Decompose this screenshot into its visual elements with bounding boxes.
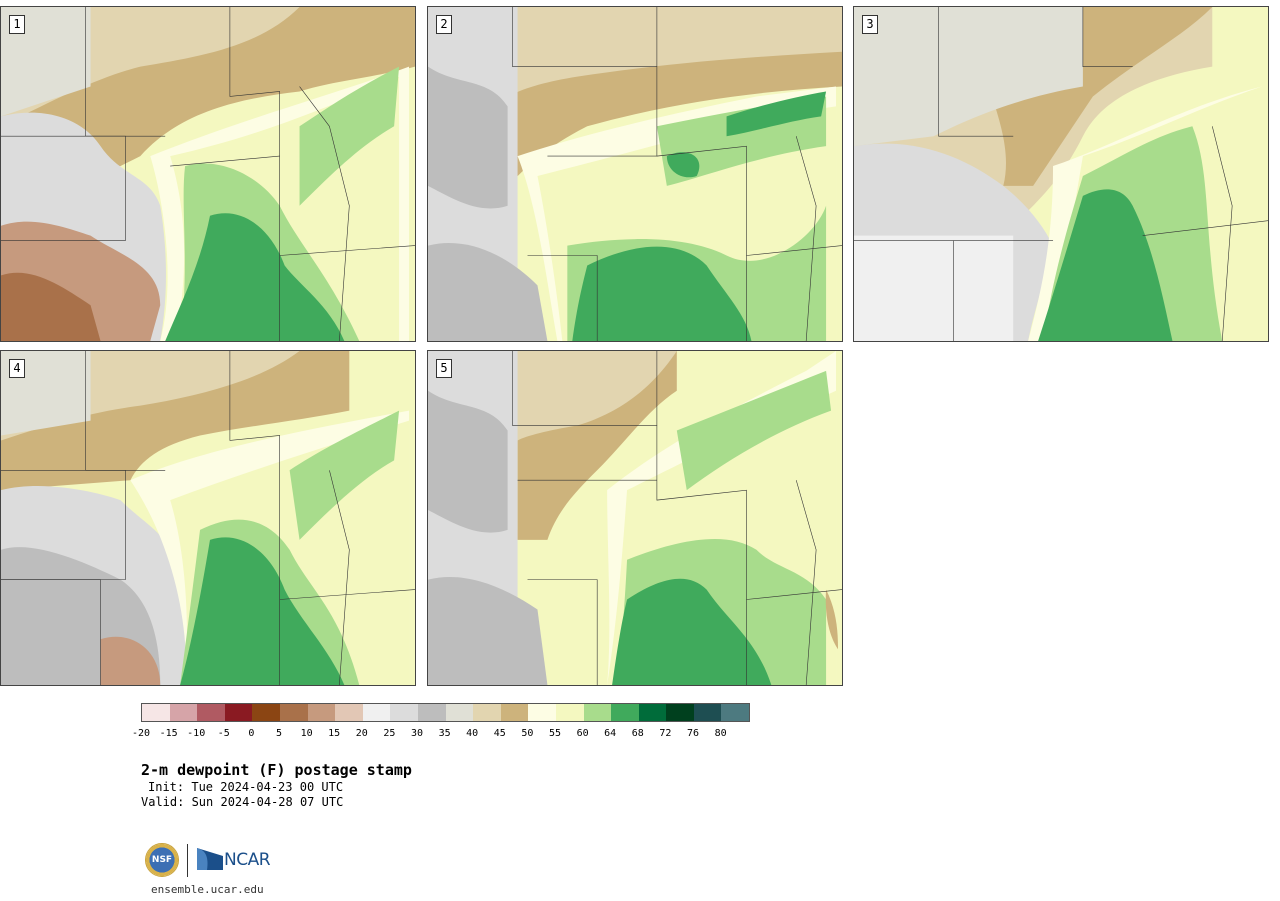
- colorbar-tick-label: 60: [576, 728, 589, 739]
- panel-number-4: 4: [9, 359, 25, 378]
- colorbar-tick-label: -10: [187, 728, 206, 739]
- colorbar-tick-label: 20: [355, 728, 368, 739]
- colorbar-swatch: [335, 704, 363, 721]
- colorbar-tick-label: 68: [631, 728, 644, 739]
- colorbar-tick-label: 30: [410, 728, 424, 739]
- colorbar-tick-label: 40: [466, 728, 479, 739]
- colorbar-tick-label: 64: [604, 728, 617, 739]
- colorbar-swatch: [390, 704, 418, 721]
- forecast-panel-5: 5: [427, 350, 843, 686]
- colorbar-tick-label: 55: [548, 728, 562, 739]
- ncar-logo-text: NCAR: [224, 850, 271, 870]
- colorbar-tick-label: 5: [275, 728, 283, 739]
- forecast-panel-2: 2: [427, 6, 843, 342]
- colorbar-swatch: [693, 704, 722, 721]
- panel-number-5: 5: [436, 359, 452, 378]
- dewpoint-map-3: [854, 7, 1268, 341]
- colorbar-swatch: [362, 704, 391, 721]
- chart-title: 2-m dewpoint (F) postage stamp: [141, 761, 412, 779]
- colorbar-tick-label: 10: [300, 728, 313, 739]
- colorbar-swatch: [638, 704, 667, 721]
- colorbar-swatch: [500, 704, 529, 721]
- forecast-panel-4: 4: [0, 350, 416, 686]
- panel-number-1: 1: [9, 15, 25, 34]
- colorbar-tick-label: -20: [131, 728, 151, 739]
- colorbar-tick-label: 0: [248, 728, 255, 739]
- colorbar-swatch: [142, 704, 170, 721]
- colorbar-tick-label: 25: [383, 728, 396, 739]
- colorbar-swatch: [307, 704, 336, 721]
- dewpoint-map-4: [1, 351, 415, 685]
- colorbar-tick-label: -5: [217, 728, 230, 739]
- colorbar-swatch: [666, 704, 694, 721]
- colorbar-tick-label: 35: [438, 728, 451, 739]
- colorbar-swatch: [528, 704, 556, 721]
- dewpoint-map-5: [428, 351, 842, 685]
- colorbar-tick-label: 80: [714, 728, 727, 739]
- colorbar-swatch: [721, 704, 750, 721]
- colorbar-swatch: [417, 704, 446, 721]
- colorbar-swatch: [473, 704, 501, 721]
- dewpoint-map-1: [1, 7, 415, 341]
- colorbar-swatch: [445, 704, 474, 721]
- colorbar-tick-label: 76: [686, 728, 700, 739]
- forecast-panel-1: 1: [0, 6, 416, 342]
- colorbar-tick-label: 50: [521, 728, 534, 739]
- nsf-logo-icon: NSF: [145, 843, 179, 877]
- colorbar: [141, 703, 751, 722]
- colorbar-ticks: -20 -15 -10 -5 0 5 10 15 20 25 30 35 40 45 50 55 60 64 68 7…: [132, 728, 781, 742]
- colorbar-tick-label: 72: [659, 728, 672, 739]
- ncar-logo-icon: [197, 848, 223, 870]
- colorbar-tick-label: 15: [328, 728, 341, 739]
- valid-time: Valid: Sun 2024-04-28 07 UTC: [141, 795, 344, 809]
- colorbar-swatch: [197, 704, 225, 721]
- panel-number-3: 3: [862, 15, 878, 34]
- panel-number-2: 2: [436, 15, 452, 34]
- colorbar-swatch: [252, 704, 280, 721]
- colorbar-swatch: [279, 704, 308, 721]
- logo-divider: [187, 844, 188, 877]
- colorbar-tick-label: -15: [159, 728, 178, 739]
- colorbar-swatch: [169, 704, 198, 721]
- colorbar-tick-label: 45: [493, 728, 506, 739]
- forecast-panel-3: 3: [853, 6, 1269, 342]
- colorbar-swatch: [611, 704, 639, 721]
- dewpoint-map-2: [428, 7, 842, 341]
- init-time: Init: Tue 2024-04-23 00 UTC: [148, 780, 344, 794]
- site-url: ensemble.ucar.edu: [151, 883, 264, 896]
- colorbar-swatch: [555, 704, 584, 721]
- colorbar-swatch: [224, 704, 253, 721]
- colorbar-swatch: [583, 704, 612, 721]
